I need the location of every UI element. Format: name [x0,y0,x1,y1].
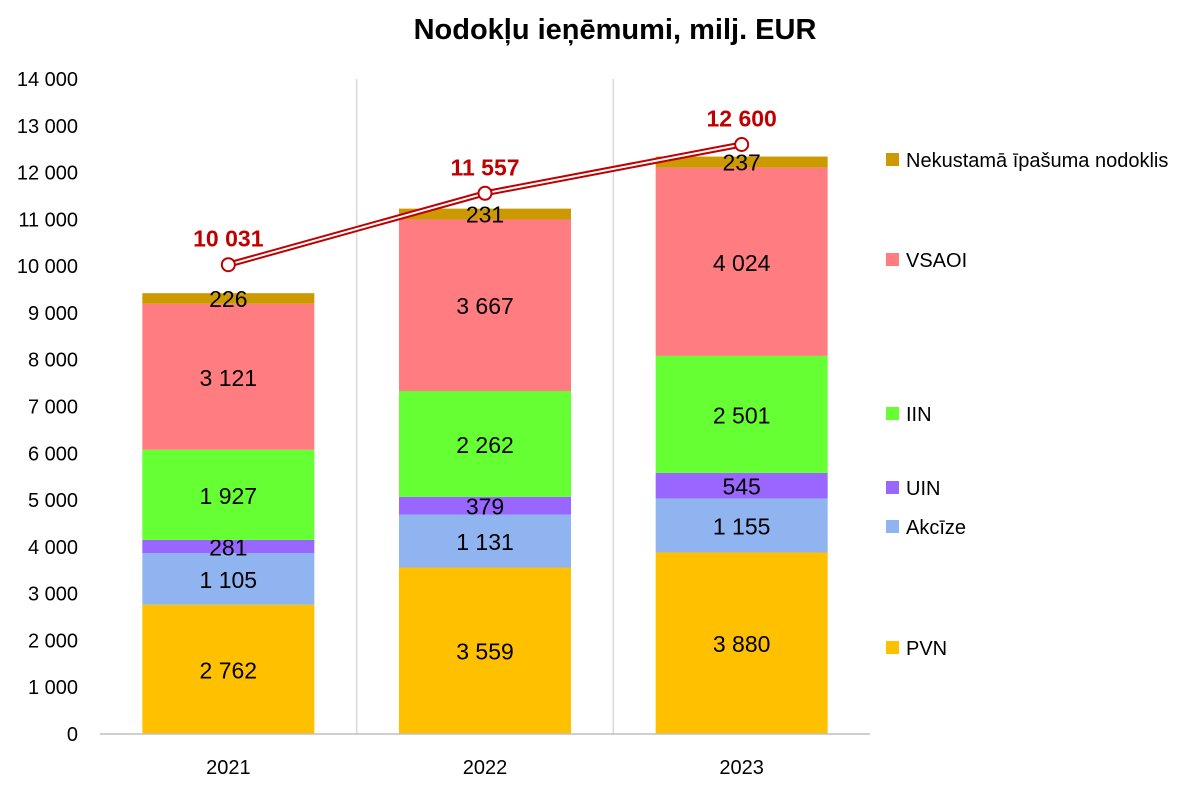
data-label: 545 [722,474,760,500]
y-tick-label: 9 000 [28,303,78,325]
legend-label: PVN [906,638,947,660]
legend-label: Akcīze [906,517,966,539]
data-label: 3 880 [713,631,771,657]
bar-segment [142,604,315,734]
legend-label: VSAOI [906,250,967,272]
legend-label: UIN [906,478,940,500]
x-tick-label: 2023 [719,757,764,779]
data-label: 3 559 [456,639,514,665]
y-tick-label: 4 000 [28,537,78,559]
bar-segment [142,449,315,540]
y-tick-label: 12 000 [17,163,78,185]
y-tick-label: 0 [67,724,78,746]
bar-segment [142,293,315,304]
data-label: 379 [466,494,504,520]
total-marker [477,185,493,201]
bar-segment [655,156,828,168]
data-label: 237 [722,150,760,176]
y-tick-label: 8 000 [28,350,78,372]
legend-swatch [886,407,899,420]
y-tick-label: 11 000 [18,209,78,231]
data-label: 231 [466,202,504,228]
x-tick-label: 2021 [206,757,251,779]
y-tick-label: 2 000 [28,630,78,652]
data-label: 2 762 [200,657,258,683]
y-tick-label: 1 000 [28,677,78,699]
data-label: 2 501 [713,402,771,428]
bar-segment [655,167,828,356]
bar-segment [399,514,571,568]
data-label: 3 667 [456,293,514,319]
data-label: 1 155 [713,513,771,539]
total-marker [220,257,236,273]
y-tick-label: 13 000 [17,116,78,138]
data-label: 226 [209,286,247,312]
bar-segment [655,498,828,553]
data-label: 2 262 [456,432,514,458]
data-label: 1 131 [456,529,514,555]
bar-segment [142,539,315,554]
y-tick-label: 10 000 [17,256,78,278]
total-label: 10 031 [193,226,264,252]
data-label: 4 024 [713,250,771,276]
legend-label: Nekustamā īpašuma nodoklis [906,150,1168,172]
legend-swatch [886,481,899,494]
bar-segment [399,219,571,392]
bar-segment [655,355,828,473]
legend-label: IIN [906,404,932,426]
total-marker [734,137,750,152]
bar-segment [399,391,571,497]
bar-segment [655,472,828,499]
data-label: 1 105 [200,567,258,593]
bar-segment [399,567,571,734]
bar-segment [399,208,571,220]
legend-swatch [886,520,899,533]
data-label: 1 927 [200,483,258,509]
total-label: 11 557 [450,154,519,180]
y-tick-label: 3 000 [28,584,78,606]
legend-swatch [886,253,899,266]
bar-segment [142,553,315,605]
y-tick-label: 7 000 [28,397,78,419]
x-tick-label: 2022 [463,757,508,779]
chart-title: Nodokļu ieņēmumi, milj. EUR [413,14,817,46]
bar-segment [142,303,315,450]
bar-segment [655,552,828,734]
y-tick-label: 5 000 [28,490,78,512]
legend-swatch [886,641,899,654]
legend-swatch [886,153,899,166]
data-label: 3 121 [200,365,258,391]
y-tick-label: 14 000 [17,69,78,91]
y-tick-label: 6 000 [28,443,78,465]
total-label: 12 600 [706,106,776,132]
bar-segment [399,496,571,515]
